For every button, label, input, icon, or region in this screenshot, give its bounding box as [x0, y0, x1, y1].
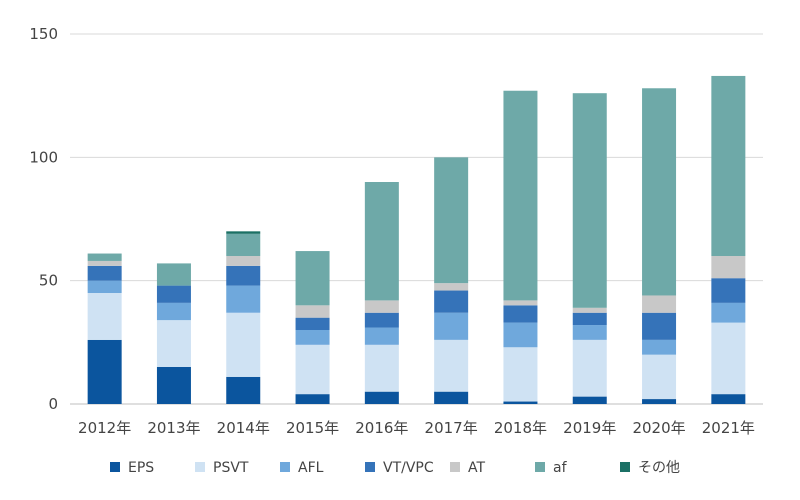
- legend-swatch: [620, 462, 630, 472]
- bar-segment: [572, 396, 607, 404]
- bar-segment: [226, 312, 261, 377]
- bar-segment: [642, 295, 677, 313]
- legend-swatch: [365, 462, 375, 472]
- bar-segment: [503, 347, 538, 402]
- bar-segment: [572, 307, 607, 313]
- legend-swatch: [110, 462, 120, 472]
- x-tick-label: 2017年: [425, 419, 478, 437]
- legend-label: AFL: [298, 460, 324, 476]
- bar-segment: [711, 75, 746, 256]
- bar-segment: [642, 339, 677, 355]
- bar-segment: [711, 302, 746, 323]
- bar-segment: [87, 265, 122, 281]
- bar-segment: [226, 376, 261, 404]
- bar-segment: [295, 317, 330, 330]
- y-tick-label: 100: [29, 148, 58, 166]
- bar-segment: [711, 322, 746, 395]
- bar-segment: [364, 300, 399, 313]
- bar-segment: [226, 265, 261, 286]
- bar-segment: [295, 394, 330, 404]
- legend-label: EPS: [128, 460, 154, 476]
- bar-segment: [156, 367, 191, 404]
- bar-segment: [364, 327, 399, 345]
- bar-segment: [503, 90, 538, 301]
- legend-label: その他: [638, 460, 680, 476]
- bar-segment: [226, 231, 261, 234]
- bar-segment: [434, 339, 469, 392]
- axes: 0 50 100 150 2012年 2013年 2014年 2015年 2016年 2017年 2…: [29, 25, 755, 437]
- y-tick-label: 150: [29, 25, 58, 43]
- bar-segment: [87, 293, 122, 340]
- bar-segment: [295, 305, 330, 318]
- legend-label: PSVT: [213, 460, 249, 476]
- x-tick-label: 2019年: [563, 419, 616, 437]
- legend-label: VT/VPC: [383, 460, 434, 476]
- bar-segment: [434, 391, 469, 404]
- bar-segment: [364, 312, 399, 328]
- bar-segment: [503, 322, 538, 348]
- bar-segment: [434, 290, 469, 313]
- bar-segment: [503, 300, 538, 306]
- legend-label: AT: [468, 460, 485, 476]
- bar-segment: [364, 391, 399, 404]
- bar-segment: [434, 157, 469, 284]
- x-tick-label: 2020年: [632, 419, 685, 437]
- x-tick-label: 2012年: [78, 419, 131, 437]
- bar-segment: [226, 256, 261, 266]
- x-tick-label: 2015年: [286, 419, 339, 437]
- bar-segment: [295, 344, 330, 395]
- x-tick-label: 2018年: [494, 419, 547, 437]
- x-tick-label: 2013年: [147, 419, 200, 437]
- bar-segment: [156, 302, 191, 321]
- legend-swatch: [535, 462, 545, 472]
- bar-segment: [87, 339, 122, 404]
- legend-label: af: [553, 460, 568, 476]
- bar-segment: [226, 233, 261, 256]
- bar-segment: [87, 280, 122, 293]
- bars: [87, 75, 746, 404]
- y-tick-label: 0: [48, 395, 58, 413]
- bar-segment: [642, 88, 677, 296]
- y-tick-label: 50: [39, 272, 58, 290]
- bar-segment: [642, 354, 677, 400]
- bar-segment: [364, 344, 399, 392]
- bar-segment: [156, 320, 191, 367]
- bar-segment: [156, 285, 191, 303]
- bar-segment: [572, 93, 607, 308]
- bar-segment: [572, 339, 607, 397]
- bar-segment: [503, 401, 538, 404]
- bar-segment: [434, 283, 469, 291]
- bar-segment: [156, 263, 191, 286]
- bar-segment: [711, 394, 746, 404]
- bar-segment: [642, 312, 677, 340]
- legend-swatch: [280, 462, 290, 472]
- legend: EPS PSVT AFL VT/VPC AT af その他: [110, 460, 680, 476]
- bar-segment: [295, 251, 330, 306]
- x-tick-label: 2021年: [702, 419, 755, 437]
- bar-segment: [87, 253, 122, 261]
- legend-swatch: [195, 462, 205, 472]
- bar-segment: [87, 260, 122, 266]
- bar-segment: [711, 278, 746, 303]
- bar-segment: [572, 325, 607, 340]
- bar-segment: [434, 312, 469, 340]
- bar-segment: [226, 285, 261, 313]
- x-tick-label: 2014年: [217, 419, 270, 437]
- bar-segment: [503, 305, 538, 323]
- bar-segment: [295, 330, 330, 345]
- legend-swatch: [450, 462, 460, 472]
- bar-segment: [572, 312, 607, 326]
- bar-segment: [711, 256, 746, 279]
- bar-segment: [364, 182, 399, 301]
- bar-segment: [642, 399, 677, 404]
- x-tick-label: 2016年: [355, 419, 408, 437]
